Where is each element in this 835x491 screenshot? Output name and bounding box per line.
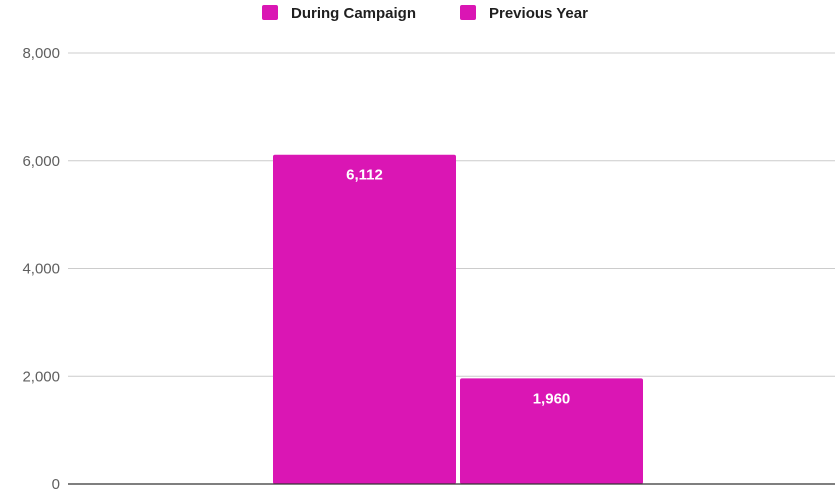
y-tick-label: 6,000 <box>22 153 60 170</box>
legend: During Campaign Previous Year <box>262 5 588 22</box>
bar-previous-year <box>460 378 643 484</box>
legend-label: Previous Year <box>489 5 588 22</box>
legend-swatch <box>460 5 476 20</box>
bar-during-campaign <box>273 154 456 484</box>
legend-swatch <box>262 5 278 20</box>
data-label: 6,112 <box>346 167 383 184</box>
y-tick-label: 0 <box>52 476 60 491</box>
y-tick-label: 2,000 <box>22 368 60 385</box>
y-tick-label: 8,000 <box>22 45 60 62</box>
bars <box>273 154 643 484</box>
legend-label: During Campaign <box>291 5 416 22</box>
data-label: 1,960 <box>533 390 571 407</box>
y-axis-ticks: 0 2,000 4,000 6,000 8,000 <box>22 45 60 491</box>
y-tick-label: 4,000 <box>22 261 60 278</box>
data-labels: 6,112 1,960 <box>346 167 570 408</box>
